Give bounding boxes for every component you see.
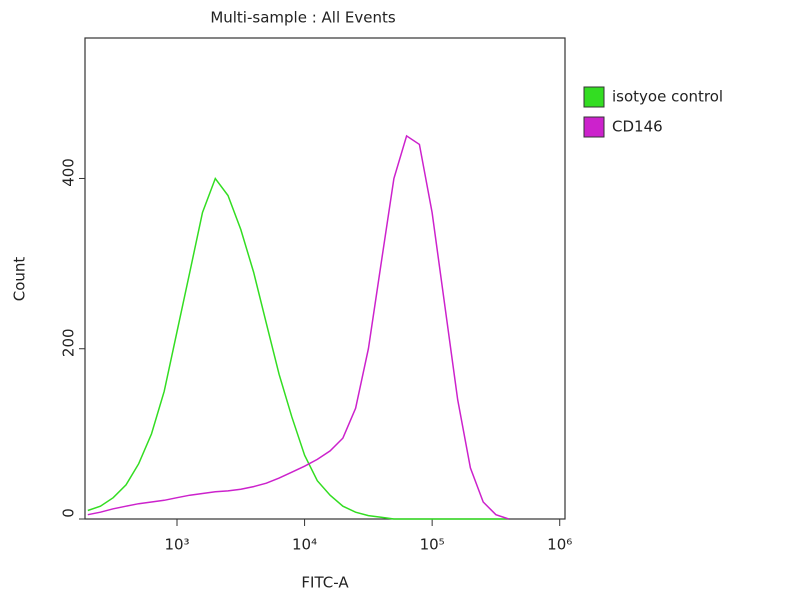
series-line xyxy=(87,134,509,520)
series-line xyxy=(87,176,509,520)
x-tick-label: 10⁶ xyxy=(547,536,572,554)
x-tick-label: 10⁴ xyxy=(292,536,317,554)
legend-label: isotyoe control xyxy=(612,88,723,106)
y-tick-label: 200 xyxy=(60,328,78,357)
y-tick-label: 400 xyxy=(60,158,78,187)
plot-frame xyxy=(84,37,566,520)
y-axis-label: Count xyxy=(11,257,29,302)
x-tick-label: 10³ xyxy=(164,536,189,554)
legend-swatch xyxy=(583,116,605,138)
y-tick-label: 0 xyxy=(60,508,78,518)
legend-label: CD146 xyxy=(612,118,663,136)
x-tick-label: 10⁵ xyxy=(420,536,445,554)
x-axis-label: FITC-A xyxy=(301,574,349,592)
chart-title: Multi-sample : All Events xyxy=(210,9,396,27)
legend-swatch xyxy=(583,86,605,108)
